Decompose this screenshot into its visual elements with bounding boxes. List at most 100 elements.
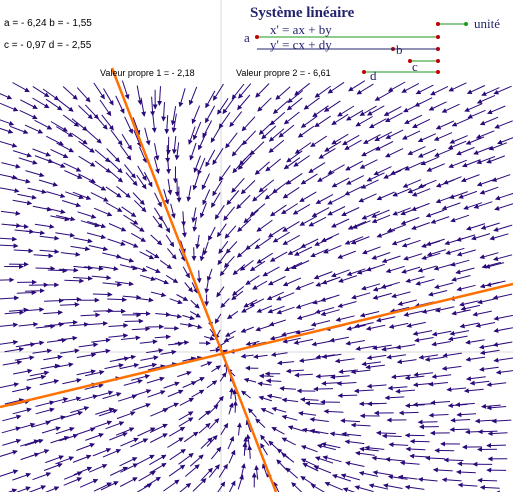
slider-unite[interactable] xyxy=(436,22,468,26)
field-arrow xyxy=(300,476,316,487)
field-arrow xyxy=(76,369,97,376)
field-arrow xyxy=(494,192,513,201)
field-arrow xyxy=(450,259,470,267)
field-arrow xyxy=(272,231,290,243)
field-arrow xyxy=(92,448,112,457)
field-arrow xyxy=(491,174,511,182)
field-arrow xyxy=(198,422,211,434)
eigenvector-line-1 xyxy=(110,67,278,492)
field-arrow xyxy=(168,464,186,477)
field-arrow xyxy=(434,306,455,313)
field-arrow xyxy=(105,421,125,430)
field-arrow xyxy=(109,432,128,441)
field-arrow xyxy=(395,344,416,350)
field-arrow xyxy=(223,206,235,221)
field-arrow xyxy=(20,439,40,447)
field-arrow xyxy=(0,187,20,194)
field-arrow xyxy=(109,466,129,476)
field-arrow xyxy=(475,130,495,139)
field-arrow xyxy=(327,194,346,205)
field-arrow xyxy=(391,237,411,246)
field-arrow xyxy=(24,288,45,294)
field-arrow xyxy=(249,298,265,307)
field-arrow xyxy=(240,353,254,359)
field-arrow xyxy=(350,422,371,428)
field-arrow xyxy=(386,354,406,360)
field-arrow xyxy=(0,210,21,216)
field-arrow xyxy=(276,292,295,301)
field-arrow xyxy=(98,408,118,417)
field-arrow xyxy=(450,214,470,223)
field-arrow xyxy=(163,189,170,205)
field-arrow xyxy=(473,201,493,209)
field-arrow xyxy=(169,448,186,461)
page-title: Système linéaire xyxy=(250,5,355,21)
field-arrow xyxy=(78,342,99,348)
field-arrow xyxy=(430,216,450,224)
field-arrow xyxy=(451,309,471,316)
field-arrow xyxy=(407,184,427,194)
field-arrow xyxy=(72,191,92,200)
field-arrow xyxy=(446,386,467,392)
field-arrow xyxy=(177,370,192,378)
field-arrow xyxy=(456,412,477,418)
field-arrow xyxy=(119,264,138,271)
equation-x: x' = ax + by xyxy=(270,22,332,37)
field-arrow xyxy=(60,251,81,257)
field-arrow xyxy=(125,172,138,187)
field-arrow xyxy=(84,383,104,390)
field-arrow xyxy=(192,173,200,191)
field-arrow xyxy=(269,111,286,126)
field-arrow xyxy=(147,364,166,371)
field-arrow xyxy=(39,379,60,386)
field-arrow xyxy=(404,114,423,124)
field-arrow xyxy=(316,443,336,451)
field-arrow xyxy=(171,136,177,155)
field-arrow xyxy=(283,157,301,170)
field-arrow xyxy=(9,223,29,229)
field-arrow xyxy=(91,275,112,281)
slider-a[interactable] xyxy=(255,35,440,39)
field-arrow xyxy=(232,400,238,413)
field-arrow xyxy=(243,209,259,224)
field-arrow xyxy=(174,142,180,161)
field-arrow xyxy=(372,292,392,300)
field-arrow xyxy=(43,354,63,361)
field-arrow xyxy=(272,100,289,114)
field-arrow xyxy=(299,191,317,203)
slider-c[interactable] xyxy=(408,59,440,63)
field-arrow xyxy=(491,418,512,424)
field-arrow xyxy=(414,97,433,107)
field-arrow xyxy=(320,294,340,302)
field-arrow xyxy=(303,97,320,110)
field-arrow xyxy=(467,109,486,119)
field-arrow xyxy=(217,252,227,266)
field-arrow xyxy=(204,335,216,341)
field-arrow xyxy=(218,240,229,254)
field-arrow xyxy=(64,278,85,284)
field-arrow xyxy=(258,120,274,135)
field-arrow xyxy=(57,99,74,112)
field-arrow xyxy=(123,214,139,225)
field-arrow xyxy=(228,449,236,464)
field-arrow xyxy=(122,294,142,300)
field-arrow xyxy=(432,467,453,473)
field-arrow xyxy=(211,192,221,208)
field-arrow xyxy=(431,330,452,337)
field-arrow xyxy=(0,243,19,249)
field-arrow xyxy=(469,380,490,386)
field-arrow xyxy=(323,100,341,112)
parameter-sliders[interactable] xyxy=(255,22,468,74)
field-arrow xyxy=(237,94,251,111)
field-arrow xyxy=(50,435,70,444)
slider-d[interactable] xyxy=(362,70,440,74)
field-arrow xyxy=(278,124,295,138)
field-arrow xyxy=(15,486,31,492)
field-arrow xyxy=(163,479,180,492)
field-arrow xyxy=(182,314,195,321)
field-arrow xyxy=(138,470,156,482)
field-arrow xyxy=(443,176,462,185)
field-arrow xyxy=(426,163,445,172)
field-arrow xyxy=(73,275,93,281)
